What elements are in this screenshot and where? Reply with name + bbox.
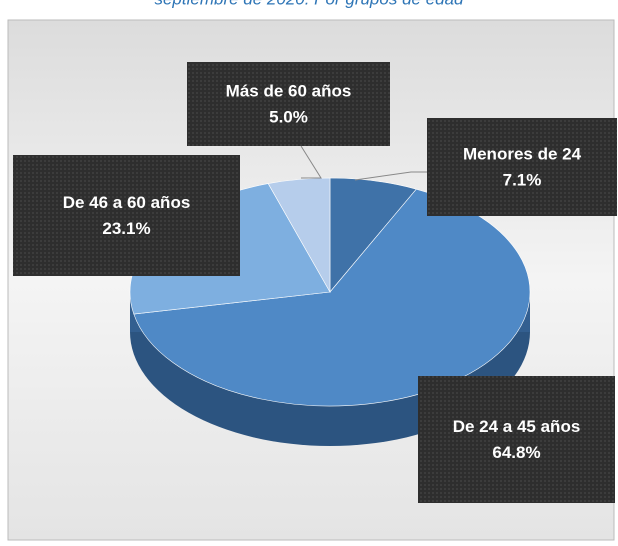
pie-slice <box>267 177 331 294</box>
data-label-name: Menores de 24 <box>463 144 582 163</box>
label-box <box>418 376 615 503</box>
chart-title: septiembre de 2020. Por grupos de edad <box>154 0 464 8</box>
leader-line <box>300 145 322 179</box>
data-label-value: 64.8% <box>492 443 540 462</box>
leader-line <box>354 171 427 181</box>
data-label-value: 23.1% <box>102 219 150 238</box>
data-label-value: 7.1% <box>503 170 542 189</box>
data-label-name: Más de 60 años <box>226 81 352 100</box>
data-label-value: 5.0% <box>269 107 308 126</box>
label-box <box>13 155 240 276</box>
label-box <box>427 118 617 216</box>
data-label-name: De 24 a 45 años <box>453 417 581 436</box>
label-box <box>187 62 390 146</box>
data-label-name: De 46 a 60 años <box>63 193 191 212</box>
